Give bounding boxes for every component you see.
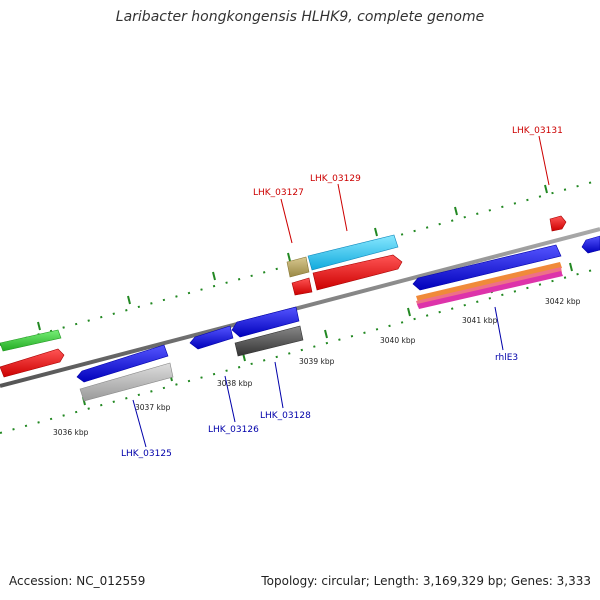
genome-backbone — [0, 227, 600, 388]
gene-feature-tan — [286, 256, 310, 278]
reverse-features — [76, 235, 600, 402]
gene-feature-orange — [416, 262, 562, 302]
forward-features — [0, 215, 567, 378]
gene-label: rhlE3 — [495, 353, 518, 363]
page-title: Laribacter hongkongensis HLHK9, complete… — [115, 9, 485, 25]
gene-label: LHK_03131 — [512, 126, 563, 136]
gene-feature-blue-lhk-03126 — [189, 325, 234, 350]
gene-feature-magenta — [417, 271, 563, 309]
tick-label: 3036 kbp — [53, 428, 89, 437]
major-ticks — [37, 184, 573, 406]
tick-label: 3040 kbp — [380, 336, 416, 345]
tick-label: 3041 kbp — [462, 316, 498, 325]
gene-feature-red-lhk-03127 — [291, 277, 313, 296]
gene-label: LHK_03128 — [260, 411, 311, 421]
accession-text: Accession: NC_012559 — [9, 574, 146, 588]
genome-summary-text: Topology: circular; Length: 3,169,329 bp… — [261, 574, 591, 588]
gene-feature-blue-lhk-03125 — [76, 344, 169, 383]
gene-feature-blue-lhk-03128 — [231, 306, 300, 338]
gene-feature-red — [0, 348, 65, 378]
gene-feature-grey — [79, 362, 174, 402]
gene-label: LHK_03126 — [208, 425, 259, 435]
gene-feature-red-lhk-03129 — [312, 254, 403, 291]
gene-feature-red-lhk-03131 — [549, 215, 567, 232]
gene-label: LHK_03129 — [310, 174, 361, 184]
gene-feature-green — [0, 329, 62, 352]
tick-label: 3039 kbp — [299, 357, 335, 366]
tick-labels: 3036 kbp 3037 kbp 3038 kbp 3039 kbp 3040… — [53, 297, 581, 437]
gene-feature-dark — [234, 325, 304, 357]
tick-label: 3042 kbp — [545, 297, 581, 306]
gene-label: LHK_03125 — [121, 449, 172, 459]
gene-label: LHK_03127 — [253, 188, 304, 198]
gene-feature-cyan-lhk-03129 — [307, 234, 399, 271]
gene-feature-blue-partial — [581, 235, 600, 254]
reverse-gene-labels: LHK_03125 LHK_03126 LHK_03128 rhlE3 — [121, 306, 518, 459]
forward-gene-labels: LHK_03127 LHK_03129 LHK_03131 — [253, 126, 563, 244]
tick-label: 3037 kbp — [135, 403, 171, 412]
tick-label: 3038 kbp — [217, 379, 253, 388]
gene-feature-blue-rhle3 — [412, 244, 562, 291]
